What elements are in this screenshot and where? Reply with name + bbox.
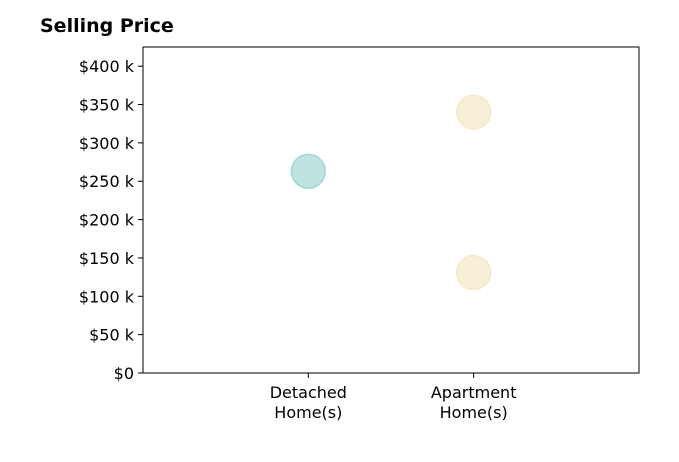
y-tick-label: $400 k [79, 57, 135, 76]
y-tick-label: $50 k [89, 326, 135, 345]
x-tick-label: Detached Home(s) [270, 383, 347, 422]
data-points [290, 94, 492, 291]
y-axis: $0 $50 k $100 k $150 k $200 k $250 k $300 k $35… [79, 57, 143, 383]
data-point [455, 94, 492, 130]
y-tick-label: $150 k [79, 249, 135, 268]
data-point [455, 254, 492, 291]
y-tick-label: $250 k [79, 172, 135, 191]
y-tick-label: $350 k [79, 96, 135, 115]
x-axis: Detached Home(s) Apartment Home(s) [270, 373, 517, 422]
data-point [290, 153, 327, 190]
y-tick-label: $0 [114, 364, 134, 383]
y-tick-label: $300 k [79, 134, 135, 153]
y-tick-label: $200 k [79, 211, 135, 230]
x-tick-label: Apartment Home(s) [431, 383, 517, 422]
chart-title: Selling Price [40, 15, 174, 37]
plot-area [142, 46, 640, 374]
y-tick-label: $100 k [79, 287, 135, 306]
